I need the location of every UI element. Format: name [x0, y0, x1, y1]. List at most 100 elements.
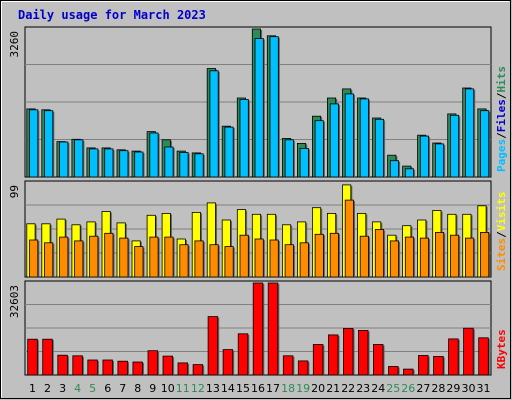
- bar-kbytes-14: [222, 349, 234, 376]
- bar-kbytes-27: [418, 355, 429, 376]
- bar-files-17: [269, 36, 279, 178]
- bar-sites-27: [419, 237, 429, 278]
- bar-kbytes-3: [57, 354, 68, 376]
- x-tick-label: 26: [401, 382, 415, 395]
- bar-sites-11: [179, 244, 189, 278]
- x-tick-label: 16: [251, 382, 265, 395]
- x-tick-label: 3: [59, 382, 66, 395]
- panel-middle: 99 Sites/Visits: [8, 180, 508, 278]
- bar-sites-28: [434, 231, 445, 278]
- x-tick-label: 9: [149, 382, 156, 395]
- bar-sites-9: [149, 236, 159, 278]
- bar-files-6: [104, 148, 114, 178]
- panel-top: 3260 Pages/Files/Hits: [8, 26, 508, 178]
- panel-bottom: 32603 KBytes: [8, 280, 508, 376]
- x-tick-label: 11: [176, 382, 190, 395]
- bar-kbytes-8: [132, 361, 143, 376]
- panel-middle-ymax-label: 99: [8, 185, 21, 198]
- x-tick-label: 24: [371, 382, 385, 395]
- legend-item-hits: Hits: [495, 66, 508, 93]
- panel-top-ymax-label: 3260: [8, 31, 21, 58]
- bar-files-2: [44, 110, 54, 178]
- x-tick-label: 23: [356, 382, 370, 395]
- bar-sites-26: [404, 236, 414, 278]
- bar-files-12: [194, 153, 204, 178]
- x-tick-label: 10: [161, 382, 175, 395]
- bar-kbytes-11: [177, 362, 189, 376]
- bar-sites-24: [374, 229, 384, 278]
- bar-files-30: [464, 88, 475, 178]
- bar-files-26: [404, 168, 414, 178]
- bar-sites-17: [269, 239, 279, 278]
- x-tick-label: 25: [386, 382, 400, 395]
- bar-sites-19: [299, 242, 309, 278]
- bar-sites-16: [254, 238, 264, 278]
- x-tick-label: 18: [281, 382, 295, 395]
- bar-kbytes-20: [312, 344, 324, 376]
- bar-kbytes-29: [448, 338, 459, 376]
- legend-item-files: Files: [495, 99, 508, 132]
- x-tick-label: 12: [191, 382, 205, 395]
- bar-kbytes-9: [147, 350, 159, 376]
- bar-kbytes-15: [237, 333, 249, 376]
- bar-sites-7: [119, 237, 129, 278]
- bar-files-19: [299, 147, 309, 178]
- x-tick-label: 7: [119, 382, 126, 395]
- panel-top-legend: Pages/Files/Hits: [495, 66, 508, 172]
- bar-sites-1: [29, 239, 39, 278]
- bar-files-13: [209, 70, 219, 178]
- x-tick-label: 13: [206, 382, 220, 395]
- bar-kbytes-17: [267, 282, 279, 376]
- bar-files-10: [164, 146, 174, 178]
- bar-sites-18: [284, 244, 294, 278]
- bar-sites-14: [224, 246, 234, 278]
- bar-kbytes-6: [102, 359, 113, 376]
- bar-files-8: [134, 151, 144, 178]
- x-tick-label: 31: [477, 382, 491, 395]
- bar-kbytes-13: [207, 316, 219, 376]
- bar-kbytes-26: [403, 368, 414, 376]
- bar-kbytes-30: [463, 327, 474, 376]
- bar-sites-29: [449, 234, 460, 278]
- bar-kbytes-23: [357, 329, 369, 376]
- bar-files-24: [374, 118, 384, 178]
- x-tick-label: 5: [89, 382, 96, 395]
- bar-sites-15: [239, 234, 249, 278]
- bar-kbytes-2: [42, 338, 53, 376]
- panel-middle-legend: Sites/Visits: [495, 192, 508, 272]
- bar-files-7: [119, 150, 129, 178]
- legend-item-separator: /: [495, 231, 508, 238]
- bar-kbytes-28: [433, 355, 444, 376]
- bar-files-31: [480, 110, 490, 178]
- bar-files-11: [179, 152, 189, 178]
- legend-item-kbytes: KBytes: [495, 329, 508, 369]
- bar-sites-13: [209, 244, 219, 278]
- bar-files-14: [224, 126, 234, 178]
- bar-sites-22: [344, 199, 354, 278]
- x-tick-label: 2: [44, 382, 51, 395]
- x-tick-label: 14: [221, 382, 235, 395]
- bar-sites-8: [134, 246, 144, 278]
- bar-sites-3: [59, 236, 69, 278]
- bar-files-9: [149, 132, 159, 178]
- bar-files-16: [254, 38, 264, 178]
- bar-sites-20: [314, 233, 324, 278]
- x-tick-label: 29: [446, 382, 460, 395]
- bar-sites-25: [389, 240, 399, 278]
- bar-kbytes-16: [252, 282, 264, 376]
- bar-kbytes-21: [327, 334, 339, 376]
- panel-bottom-legend: KBytes: [495, 329, 508, 369]
- x-axis-tick-labels: 1 2 3 4 5 6 7 8 9 10 11 12 13 14 15 16 17 18 19 20 21 22 23 24 2…: [29, 382, 491, 395]
- legend-item-visits: Visits: [495, 192, 508, 232]
- bar-kbytes-22: [342, 327, 354, 376]
- x-tick-label: 27: [416, 382, 430, 395]
- panel-bottom-ymax-label: 32603: [8, 285, 21, 318]
- bar-sites-23: [359, 235, 369, 278]
- bar-sites-5: [89, 235, 99, 278]
- bar-files-28: [434, 143, 445, 178]
- x-tick-label: 19: [296, 382, 310, 395]
- bar-kbytes-7: [117, 360, 128, 376]
- bar-sites-10: [164, 236, 174, 278]
